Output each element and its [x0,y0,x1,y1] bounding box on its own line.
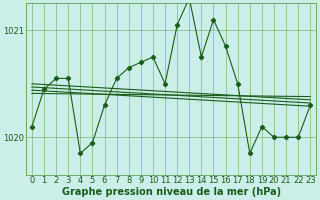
X-axis label: Graphe pression niveau de la mer (hPa): Graphe pression niveau de la mer (hPa) [61,187,281,197]
